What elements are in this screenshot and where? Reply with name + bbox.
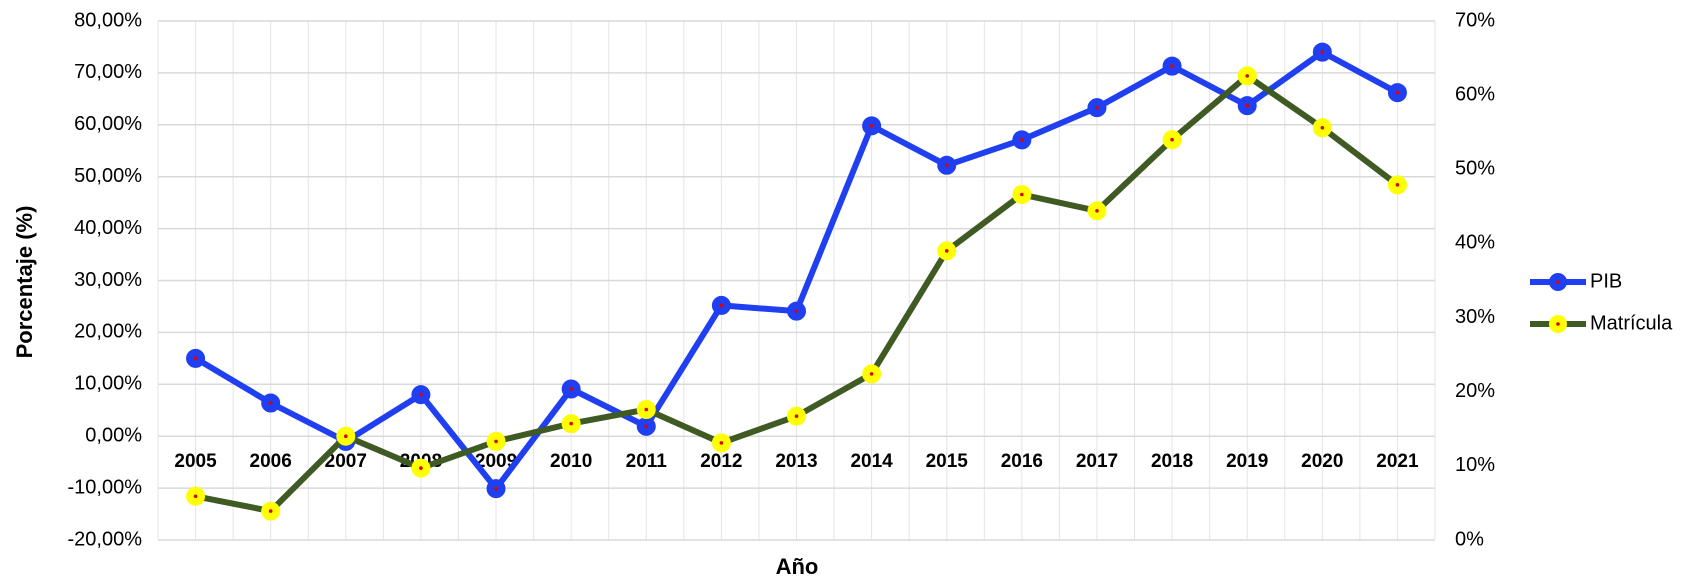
marker-dot xyxy=(1320,125,1325,130)
y-tick-label: 70,00% xyxy=(74,61,142,83)
x-tick-label: 2006 xyxy=(250,451,292,472)
marker-dot xyxy=(869,372,874,376)
marker-dot xyxy=(944,163,949,168)
marker-dot xyxy=(1020,192,1024,197)
x-tick-label: 2021 xyxy=(1376,451,1419,472)
x-tick-label: 2014 xyxy=(850,451,893,472)
marker-dot xyxy=(719,441,724,445)
marker-dot xyxy=(1245,74,1250,78)
y2-tick-label: 30% xyxy=(1455,306,1495,328)
y2-tick-label: 0% xyxy=(1455,528,1484,550)
y2-tick-label: 60% xyxy=(1455,83,1495,105)
marker-dot xyxy=(193,494,198,499)
marker-dot xyxy=(644,407,649,412)
x-tick-label: 2009 xyxy=(475,451,517,472)
x-tick-label: 2015 xyxy=(926,451,969,472)
y2-tick-label: 10% xyxy=(1455,454,1495,476)
x-tick-label: 2005 xyxy=(174,451,217,472)
y-axis-title: Porcentaje (%) xyxy=(12,206,37,359)
y-tick-label: 20,00% xyxy=(74,321,142,343)
y2-tick-label: 50% xyxy=(1455,158,1495,180)
marker-dot xyxy=(794,414,799,418)
x-axis-title: Año xyxy=(776,554,819,579)
marker-dot xyxy=(343,434,348,439)
x-tick-label: 2018 xyxy=(1151,451,1193,472)
marker-dot xyxy=(1395,183,1400,187)
y2-tick-label: 70% xyxy=(1455,9,1495,31)
marker-dot xyxy=(268,509,273,513)
legend-dot xyxy=(1556,322,1560,326)
x-tick-label: 2017 xyxy=(1076,451,1118,472)
x-tick-label: 2013 xyxy=(775,451,817,472)
marker-dot xyxy=(794,309,799,313)
x-tick-label: 2011 xyxy=(626,451,668,472)
x-tick-label: 2007 xyxy=(325,451,367,472)
y-tick-label: -10,00% xyxy=(68,476,143,498)
x-tick-label: 2019 xyxy=(1226,451,1268,472)
y-tick-label: -20,00% xyxy=(68,528,143,550)
marker-dot xyxy=(869,124,874,128)
marker-dot xyxy=(1395,90,1400,95)
x-tick-label: 2010 xyxy=(550,451,592,472)
marker-dot xyxy=(569,387,573,391)
marker-dot xyxy=(419,392,423,397)
legend-label: Matrícula xyxy=(1590,312,1673,334)
marker-dot xyxy=(494,486,498,491)
x-tick-label: 2012 xyxy=(700,451,742,472)
marker-dot xyxy=(1170,137,1174,142)
marker-dot xyxy=(494,439,498,444)
y-tick-label: 30,00% xyxy=(74,269,142,291)
marker-dot xyxy=(1020,138,1024,142)
y-tick-label: 80,00% xyxy=(74,9,142,31)
marker-dot xyxy=(268,401,273,405)
marker-dot xyxy=(193,356,198,361)
y-tick-label: 50,00% xyxy=(74,165,142,187)
y-tick-label: 0,00% xyxy=(85,424,142,446)
marker-dot xyxy=(569,421,573,426)
y-tick-label: 60,00% xyxy=(74,113,142,135)
y2-tick-label: 20% xyxy=(1455,380,1495,402)
marker-dot xyxy=(719,303,724,308)
marker-dot xyxy=(1095,105,1099,110)
marker-dot xyxy=(1170,64,1174,68)
marker-dot xyxy=(1095,209,1099,213)
legend-label: PIB xyxy=(1590,270,1622,292)
marker-dot xyxy=(419,466,423,470)
x-tick-label: 2020 xyxy=(1301,451,1343,472)
marker-dot xyxy=(1320,50,1325,54)
marker-dot xyxy=(644,424,649,429)
y-tick-label: 40,00% xyxy=(74,217,142,239)
x-tick-label: 2016 xyxy=(1001,451,1043,472)
marker-dot xyxy=(944,249,949,253)
y-tick-label: 10,00% xyxy=(74,373,142,395)
legend-dot xyxy=(1556,280,1560,284)
marker-dot xyxy=(1245,103,1250,108)
y2-tick-label: 40% xyxy=(1455,232,1495,254)
